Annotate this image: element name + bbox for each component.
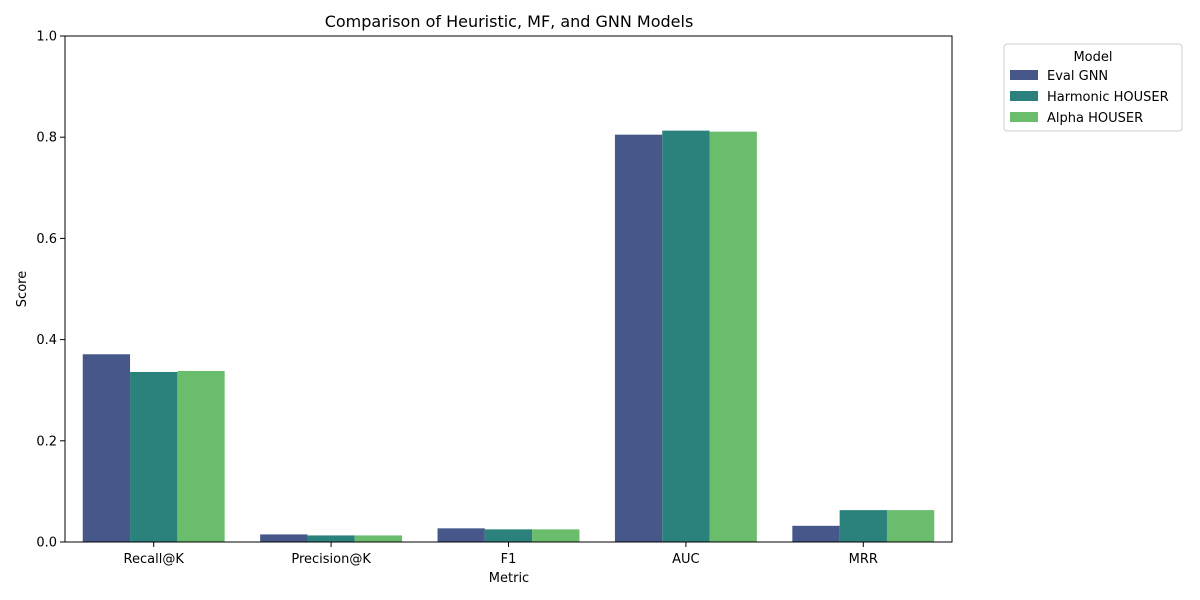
bar-alpha-houser-auc	[709, 131, 757, 542]
bar-harmonic-houser-mrr	[839, 510, 887, 542]
y-tick-label: 0.2	[36, 434, 57, 449]
x-tick-label: Precision@K	[291, 552, 371, 567]
bar-harmonic-houser-f1	[484, 529, 533, 542]
bars-group	[82, 130, 935, 543]
x-tick-label: AUC	[672, 552, 700, 567]
legend-swatch	[1010, 91, 1038, 101]
legend-entry-label: Alpha HOUSER	[1047, 111, 1143, 126]
x-tick-label: MRR	[849, 552, 878, 567]
y-tick-label: 0.8	[36, 131, 57, 146]
y-tick-label: 1.0	[36, 30, 57, 45]
y-tick-label: 0.0	[36, 536, 57, 551]
bar-harmonic-houser-precision-k	[307, 535, 355, 542]
y-axis: 0.0 0.2 0.4 0.6 0.8 1.0	[36, 30, 65, 551]
bar-alpha-houser-f1	[532, 529, 580, 542]
y-axis-label: Score	[15, 271, 30, 307]
x-axis-label: Metric	[489, 571, 529, 586]
bar-eval-gnn-precision-k	[260, 534, 308, 542]
legend-frame	[1003, 43, 1183, 132]
bar-eval-gnn-f1	[437, 528, 485, 542]
bar-eval-gnn-auc	[614, 134, 663, 543]
legend: Model Eval GNN Harmonic HOUSER Alpha HOUSE…	[1003, 43, 1183, 132]
bar-harmonic-houser-auc	[662, 130, 710, 542]
y-tick-label: 0.4	[36, 333, 57, 348]
legend-title: Model	[1073, 50, 1112, 65]
x-tick-label: Recall@K	[124, 552, 185, 567]
x-axis: Recall@K Precision@K F1 AUC MRR	[124, 542, 878, 567]
legend-entry-label: Harmonic HOUSER	[1047, 90, 1169, 105]
bar-alpha-houser-precision-k	[354, 535, 403, 542]
bar-eval-gnn-mrr	[792, 525, 840, 542]
legend-swatch	[1010, 70, 1038, 80]
legend-swatch	[1010, 112, 1038, 122]
y-tick-label: 0.6	[36, 232, 57, 247]
bar-alpha-houser-recall-k	[177, 370, 225, 542]
bar-eval-gnn-recall-k	[82, 354, 131, 542]
legend-entry-label: Eval GNN	[1047, 69, 1108, 84]
x-tick-label: F1	[501, 552, 517, 567]
chart-title: Comparison of Heuristic, MF, and GNN Mod…	[325, 12, 694, 31]
plot-frame	[64, 35, 953, 543]
bar-harmonic-houser-recall-k	[130, 371, 178, 542]
bar-alpha-houser-mrr	[886, 510, 935, 542]
